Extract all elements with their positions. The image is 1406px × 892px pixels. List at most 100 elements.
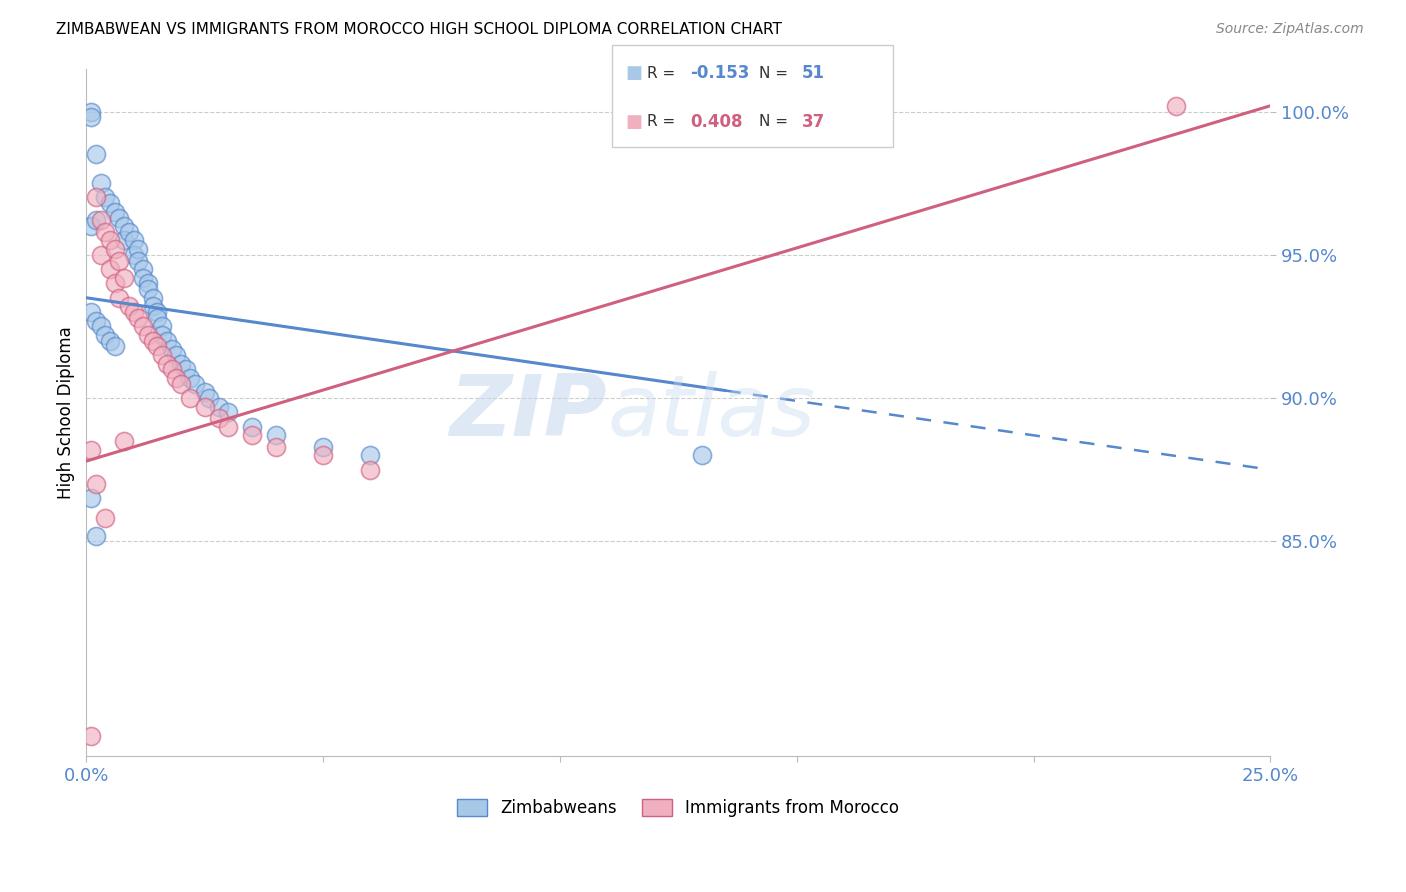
Point: [194, 385, 217, 400]
Point: [108, 253, 131, 268]
Text: atlas: atlas: [607, 371, 815, 454]
Point: [198, 391, 221, 405]
Point: [174, 362, 197, 376]
Point: [359, 463, 381, 477]
Point: [104, 277, 127, 291]
Point: [142, 291, 165, 305]
Point: [127, 310, 149, 325]
Point: [170, 376, 193, 391]
Point: [165, 371, 187, 385]
Point: [194, 400, 217, 414]
Point: [240, 428, 263, 442]
Point: [98, 262, 121, 277]
Point: [89, 176, 111, 190]
Point: [179, 391, 201, 405]
Y-axis label: High School Diploma: High School Diploma: [58, 326, 75, 499]
Text: 51: 51: [801, 64, 824, 82]
Point: [136, 282, 159, 296]
Point: [170, 357, 193, 371]
Point: [104, 204, 127, 219]
Text: -0.153: -0.153: [690, 64, 749, 82]
Point: [127, 242, 149, 256]
Text: ZIMBABWEAN VS IMMIGRANTS FROM MOROCCO HIGH SCHOOL DIPLOMA CORRELATION CHART: ZIMBABWEAN VS IMMIGRANTS FROM MOROCCO HI…: [56, 22, 782, 37]
Point: [84, 314, 107, 328]
Point: [112, 270, 135, 285]
Point: [132, 319, 155, 334]
Point: [142, 334, 165, 348]
Point: [150, 328, 173, 343]
Text: N =: N =: [759, 114, 793, 129]
Text: Source: ZipAtlas.com: Source: ZipAtlas.com: [1216, 22, 1364, 37]
Point: [108, 291, 131, 305]
Point: [84, 190, 107, 204]
Text: ZIP: ZIP: [450, 371, 607, 454]
Point: [127, 253, 149, 268]
Point: [136, 277, 159, 291]
Point: [150, 348, 173, 362]
Point: [98, 334, 121, 348]
Point: [208, 411, 231, 425]
Point: [84, 528, 107, 542]
Point: [118, 299, 141, 313]
Text: 0.408: 0.408: [690, 112, 742, 130]
Point: [264, 440, 287, 454]
Point: [136, 328, 159, 343]
Point: [160, 362, 183, 376]
Point: [104, 242, 127, 256]
Point: [112, 434, 135, 448]
Point: [240, 419, 263, 434]
Point: [80, 219, 103, 234]
Point: [80, 305, 103, 319]
Point: [80, 110, 103, 124]
Text: R =: R =: [647, 66, 681, 81]
Point: [146, 339, 169, 353]
Point: [104, 339, 127, 353]
Point: [264, 428, 287, 442]
Point: [94, 225, 117, 239]
Text: N =: N =: [759, 66, 793, 81]
Point: [94, 511, 117, 525]
Point: [80, 442, 103, 457]
Point: [89, 319, 111, 334]
Point: [98, 234, 121, 248]
Point: [84, 213, 107, 227]
Point: [156, 334, 179, 348]
Point: [208, 400, 231, 414]
Point: [89, 248, 111, 262]
Point: [98, 196, 121, 211]
Point: [217, 405, 239, 419]
Point: [146, 310, 169, 325]
Point: [122, 234, 145, 248]
Point: [179, 371, 201, 385]
Point: [80, 104, 103, 119]
Point: [142, 299, 165, 313]
Point: [312, 440, 335, 454]
Point: [108, 211, 131, 225]
Point: [146, 305, 169, 319]
Point: [89, 213, 111, 227]
Point: [118, 225, 141, 239]
Point: [80, 491, 103, 506]
Point: [80, 729, 103, 743]
Point: [690, 449, 713, 463]
Point: [94, 190, 117, 204]
Point: [156, 357, 179, 371]
Point: [112, 219, 135, 234]
Legend: Zimbabweans, Immigrants from Morocco: Zimbabweans, Immigrants from Morocco: [450, 792, 905, 823]
Point: [359, 449, 381, 463]
Point: [1164, 99, 1187, 113]
Point: [165, 348, 187, 362]
Point: [217, 419, 239, 434]
Point: [312, 449, 335, 463]
Point: [112, 234, 135, 248]
Point: [132, 270, 155, 285]
Text: 37: 37: [801, 112, 825, 130]
Text: R =: R =: [647, 114, 681, 129]
Point: [94, 328, 117, 343]
Text: ■: ■: [626, 64, 643, 82]
Point: [84, 477, 107, 491]
Point: [132, 262, 155, 277]
Point: [122, 305, 145, 319]
Point: [122, 248, 145, 262]
Point: [184, 376, 207, 391]
